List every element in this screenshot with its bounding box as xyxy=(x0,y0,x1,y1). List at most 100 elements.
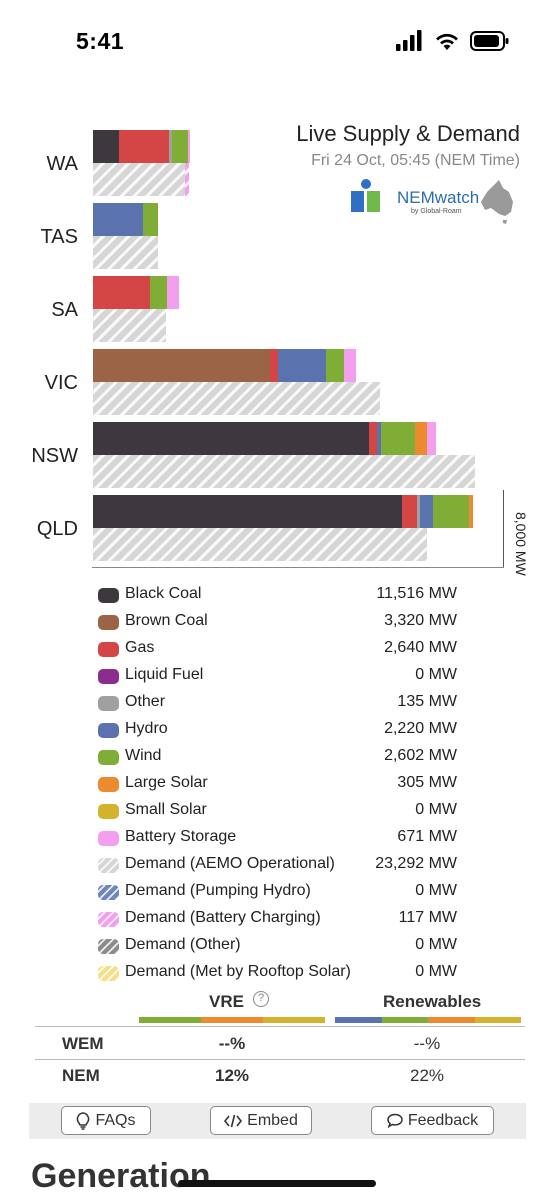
supply-bar-wa-wind[interactable] xyxy=(172,130,188,163)
supply-bar-vic-brown-coal[interactable] xyxy=(93,349,271,382)
help-icon[interactable]: ? xyxy=(253,991,269,1007)
legend-label: Large Solar xyxy=(125,774,208,791)
supply-bar-qld-black-coal[interactable] xyxy=(93,495,403,528)
nemwatch-logo[interactable]: NEMwatch by Global-Roam xyxy=(349,178,519,226)
speech-bubble-icon xyxy=(387,1113,403,1128)
legend-item-large-solar[interactable]: Large Solar 305 MW xyxy=(96,773,466,800)
supply-bar-nsw-black-coal[interactable] xyxy=(93,422,369,455)
legend-item-other[interactable]: Other 135 MW xyxy=(96,692,466,719)
vre-color-bar xyxy=(139,1017,325,1023)
demand-bar-sa-demand-aemo-operational[interactable] xyxy=(93,309,167,342)
legend-label: Hydro xyxy=(125,720,168,737)
legend-item-battery-storage[interactable]: Battery Storage 671 MW xyxy=(96,827,466,854)
supply-bar-sa-wind[interactable] xyxy=(149,276,167,309)
supply-bar-qld-wind[interactable] xyxy=(432,495,470,528)
legend-item-demand-pumping-hydro[interactable]: Demand (Pumping Hydro) 0 MW xyxy=(96,881,466,908)
region-label-sa: SA xyxy=(51,299,78,321)
demand-bar-vic-demand-aemo-operational[interactable] xyxy=(93,382,381,415)
cellular-signal-icon xyxy=(396,30,422,51)
legend-value: 0 MW xyxy=(415,963,457,980)
legend-label: Liquid Fuel xyxy=(125,666,204,683)
color-bar-segment xyxy=(201,1017,263,1023)
legend-item-hydro[interactable]: Hydro 2,220 MW xyxy=(96,719,466,746)
embed-label: Embed xyxy=(247,1111,298,1129)
legend-value: 0 MW xyxy=(415,936,457,953)
supply-bar-wa-gas[interactable] xyxy=(119,130,170,163)
supply-bar-vic-gas[interactable] xyxy=(270,349,278,382)
demand-bar-wa-demand-battery-charging[interactable] xyxy=(185,163,189,196)
legend-item-demand-battery-charging[interactable]: Demand (Battery Charging) 117 MW xyxy=(96,908,466,935)
supply-bar-sa-gas[interactable] xyxy=(93,276,150,309)
legend-item-small-solar[interactable]: Small Solar 0 MW xyxy=(96,800,466,827)
legend-item-wind[interactable]: Wind 2,602 MW xyxy=(96,746,466,773)
demand-bar-qld-demand-aemo-operational[interactable] xyxy=(93,528,428,561)
faqs-label: FAQs xyxy=(95,1111,136,1129)
legend-value: 117 MW xyxy=(398,909,457,926)
legend-swatch xyxy=(98,588,119,603)
demand-bar-nsw-demand-aemo-operational[interactable] xyxy=(93,455,475,488)
legend-value: 305 MW xyxy=(397,774,457,791)
legend-item-black-coal[interactable]: Black Coal 11,516 MW xyxy=(96,584,466,611)
legend-value: 2,220 MW xyxy=(384,720,457,737)
legend-swatch xyxy=(98,642,119,657)
supply-bar-sa-battery-storage[interactable] xyxy=(167,276,179,309)
legend-label: Wind xyxy=(125,747,162,764)
legend-value: 23,292 MW xyxy=(375,855,457,872)
supply-bar-nsw-hydro[interactable] xyxy=(376,422,382,455)
section-title: Generation xyxy=(31,1157,211,1195)
supply-bar-vic-wind[interactable] xyxy=(325,349,344,382)
legend-swatch xyxy=(98,669,119,684)
supply-bar-wa-black-coal[interactable] xyxy=(93,130,120,163)
supply-bar-wa-other[interactable] xyxy=(169,130,173,163)
faqs-button[interactable]: FAQs xyxy=(61,1106,151,1135)
supply-bar-qld-other[interactable] xyxy=(416,495,421,528)
demand-bar-wa-demand-aemo-operational[interactable] xyxy=(93,163,186,196)
supply-bar-nsw-wind[interactable] xyxy=(381,422,415,455)
nemwatch-logo-icon xyxy=(351,179,380,212)
legend-label: Other xyxy=(125,693,166,710)
legend-value: 3,320 MW xyxy=(384,612,457,629)
legend-item-demand-aemo-operational[interactable]: Demand (AEMO Operational) 23,292 MW xyxy=(96,854,466,881)
legend-item-brown-coal[interactable]: Brown Coal 3,320 MW xyxy=(96,611,466,638)
legend-swatch xyxy=(98,750,119,765)
legend-label: Brown Coal xyxy=(125,612,208,629)
embed-button[interactable]: Embed xyxy=(210,1106,312,1135)
supply-bar-vic-hydro[interactable] xyxy=(277,349,326,382)
logo-subtext: by Global-Roam xyxy=(411,208,462,215)
legend-label: Battery Storage xyxy=(125,828,237,845)
supply-bar-nsw-large-solar[interactable] xyxy=(414,422,428,455)
code-icon xyxy=(224,1114,243,1127)
region-label-wa: WA xyxy=(46,153,78,175)
vre-header: VRE xyxy=(209,992,244,1011)
feedback-button[interactable]: Feedback xyxy=(371,1106,494,1135)
supply-bar-qld-large-solar[interactable] xyxy=(469,495,473,528)
status-icons xyxy=(394,30,510,54)
supply-bar-wa-battery-storage[interactable] xyxy=(187,130,191,163)
legend-label: Demand (Battery Charging) xyxy=(125,909,321,926)
legend-swatch xyxy=(98,723,119,738)
demand-bar-tas-demand-aemo-operational[interactable] xyxy=(93,236,159,269)
supply-bar-qld-hydro[interactable] xyxy=(420,495,433,528)
supply-bar-qld-gas[interactable] xyxy=(402,495,417,528)
battery-icon xyxy=(470,31,509,51)
region-label-tas: TAS xyxy=(40,226,78,248)
supply-bar-tas-hydro[interactable] xyxy=(93,203,144,236)
supply-bar-nsw-gas[interactable] xyxy=(368,422,377,455)
color-bar-segment xyxy=(381,1017,428,1023)
table-divider xyxy=(35,1026,525,1027)
row-label-nem: NEM xyxy=(62,1066,100,1085)
legend-label: Black Coal xyxy=(125,585,202,602)
legend-item-demand-met-by-rooftop-solar[interactable]: Demand (Met by Rooftop Solar) 0 MW xyxy=(96,962,466,989)
home-indicator[interactable] xyxy=(178,1180,376,1187)
legend-value: 11,516 MW xyxy=(376,585,457,602)
legend-swatch xyxy=(98,966,119,981)
legend-item-liquid-fuel[interactable]: Liquid Fuel 0 MW xyxy=(96,665,466,692)
legend-item-gas[interactable]: Gas 2,640 MW xyxy=(96,638,466,665)
supply-bar-nsw-battery-storage[interactable] xyxy=(427,422,436,455)
legend-item-demand-other[interactable]: Demand (Other) 0 MW xyxy=(96,935,466,962)
region-label-vic: VIC xyxy=(44,372,78,394)
table-divider xyxy=(35,1059,525,1060)
supply-bar-vic-battery-storage[interactable] xyxy=(343,349,356,382)
color-bar-segment xyxy=(335,1017,382,1023)
supply-bar-tas-wind[interactable] xyxy=(143,203,159,236)
